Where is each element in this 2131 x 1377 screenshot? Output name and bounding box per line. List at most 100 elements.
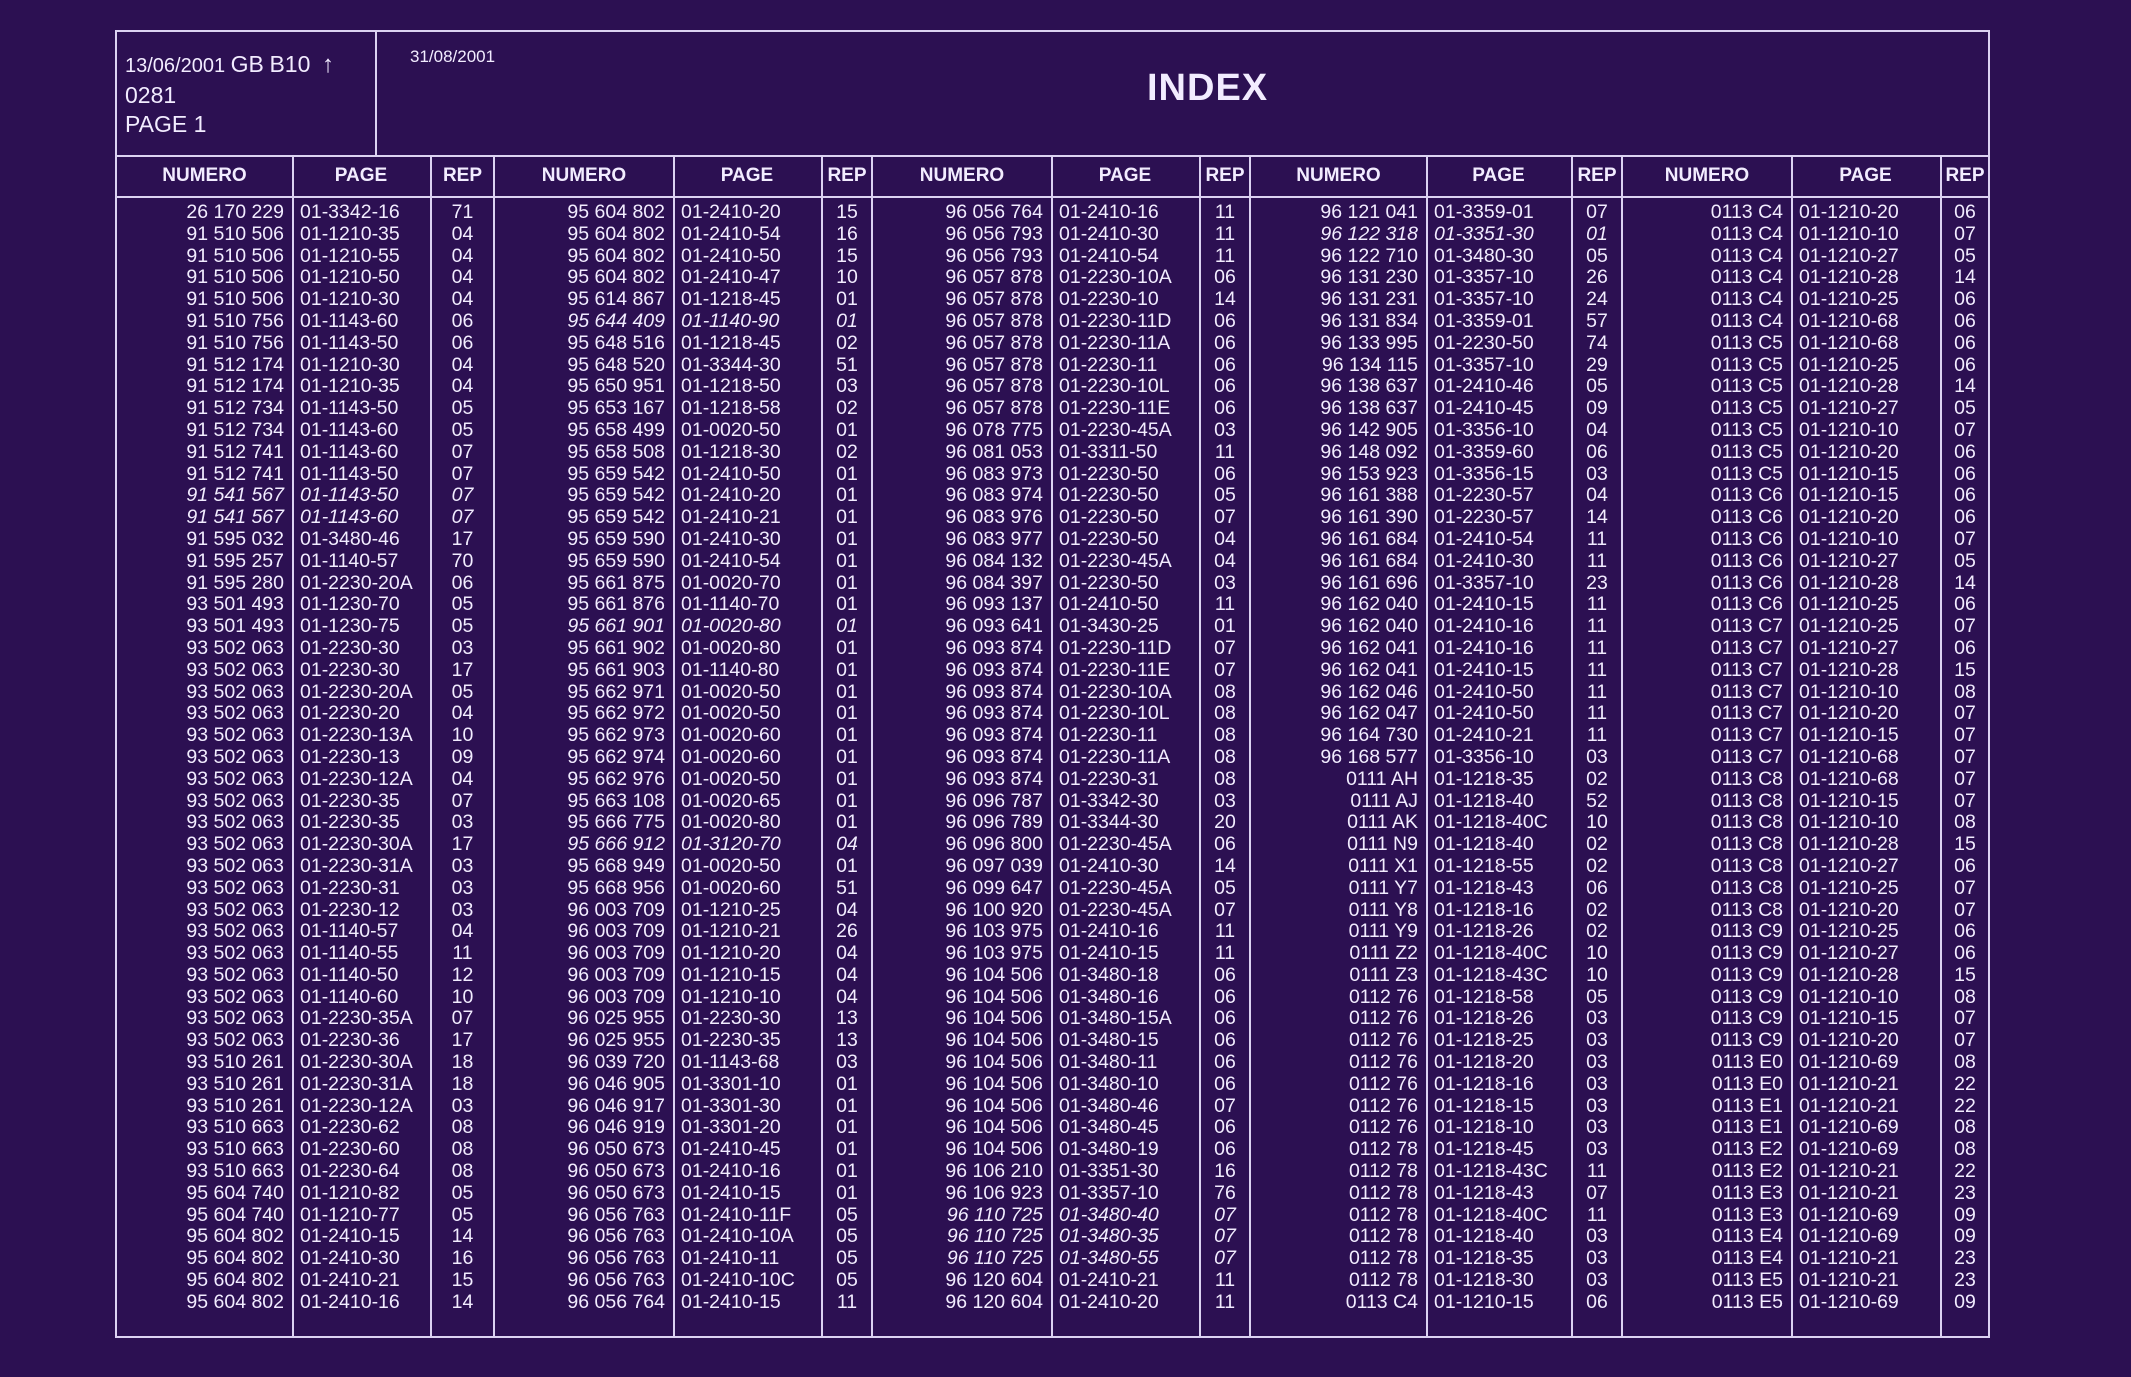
rep-cell: 06 (1214, 266, 1236, 289)
page-cell: 01-1218-26 (1434, 1007, 1534, 1030)
rep-cell: 17 (451, 527, 474, 550)
page-cell: 01-0020-65 (681, 789, 781, 812)
index-column-group: NUMERO PAGE REP 26 170 229 01-3342-16 71 91 51… (117, 155, 495, 1338)
rep-cell: 01 (836, 506, 858, 529)
numero-cell: 96 093 641 (945, 615, 1043, 638)
numero-cell: 96 142 905 (1320, 418, 1418, 441)
numero-cell: 91 510 756 (186, 331, 284, 354)
rep-cell: 01 (836, 1094, 858, 1117)
table-row: 95 659 590 01-2410-30 01 (495, 527, 871, 551)
page-cell: 01-1210-68 (1799, 745, 1899, 768)
table-row: 91 510 506 01-1210-30 04 (117, 288, 493, 311)
table-row: 93 502 063 01-2230-12A 04 (117, 768, 493, 791)
table-row: 0113 E4 01-1210-21 23 (1623, 1247, 1990, 1270)
page-cell: 01-1210-25 (1799, 593, 1899, 616)
numero-cell: 93 510 663 (186, 1138, 284, 1161)
index-sheet: 13/06/2001 GB B10 ↑ 0281 PAGE 1 31/08/20… (115, 30, 1990, 1338)
table-row: 96 084 397 01-2230-50 03 (873, 572, 1249, 595)
page-cell: 01-1218-58 (681, 397, 781, 420)
numero-cell: 96 103 975 (945, 920, 1043, 943)
page-cell: 01-2410-50 (1434, 702, 1534, 725)
numero-cell: 96 057 878 (945, 331, 1043, 354)
numero-cell: 26 170 229 (186, 201, 284, 223)
numero-cell: 96 084 132 (945, 549, 1043, 572)
page-cell: 01-3356-10 (1434, 418, 1534, 441)
table-row: 93 502 063 01-2230-12 03 (117, 898, 493, 922)
numero-cell: 96 003 709 (567, 985, 665, 1008)
table-row: 96 161 684 01-2410-30 11 (1251, 549, 1621, 573)
table-row: 96 138 637 01-2410-46 05 (1251, 376, 1621, 398)
table-row: 96 056 764 01-2410-15 11 (495, 1291, 871, 1314)
page-cell: 01-2230-30 (300, 636, 400, 659)
table-row: 95 659 542 01-2410-20 01 (495, 485, 871, 507)
table-row: 0113 C5 01-1210-10 07 (1623, 418, 1990, 442)
page-cell: 01-2230-50 (1059, 462, 1159, 485)
numero-cell: 95 604 802 (186, 1247, 284, 1270)
column-header-rep: REP (827, 165, 867, 186)
rep-cell: 08 (1214, 680, 1236, 703)
table-row: 96 162 041 01-2410-16 11 (1251, 637, 1621, 660)
page-cell: 01-1218-40C (1434, 1203, 1548, 1226)
numero-cell: 95 604 802 (186, 1269, 284, 1292)
rep-cell: 01 (836, 527, 858, 550)
rep-cell: 02 (1586, 920, 1608, 943)
numero-cell: 0113 C7 (1710, 658, 1783, 681)
numero-cell: 96 162 040 (1320, 593, 1418, 616)
numero-cell: 96 104 506 (945, 1094, 1043, 1117)
numero-cell: 96 161 684 (1320, 549, 1418, 572)
numero-cell: 96 056 764 (945, 201, 1043, 223)
table-row: 96 148 092 01-3359-60 06 (1251, 441, 1621, 464)
rep-cell: 07 (1214, 1225, 1236, 1248)
page-cell: 01-2410-10C (681, 1269, 795, 1292)
page-cell: 01-1210-77 (300, 1203, 400, 1226)
table-row: 0113 C6 01-1210-15 06 (1623, 485, 1990, 507)
table-row: 96 104 506 01-3480-10 06 (873, 1073, 1249, 1096)
table-row: 96 161 388 01-2230-57 04 (1251, 485, 1621, 507)
page-cell: 01-3480-19 (1059, 1138, 1159, 1161)
page-cell: 01-1210-15 (1799, 484, 1899, 507)
numero-cell: 95 644 409 (567, 309, 665, 332)
numero-cell: 93 510 261 (186, 1072, 284, 1095)
page-cell: 01-3480-16 (1059, 985, 1159, 1008)
numero-cell: 96 003 709 (567, 920, 665, 943)
table-row: 91 595 032 01-3480-46 17 (117, 527, 493, 551)
rep-cell: 03 (1586, 1029, 1608, 1052)
numero-cell: 96 057 878 (945, 375, 1043, 398)
numero-cell: 95 661 902 (567, 636, 665, 659)
table-row: 91 510 506 01-1210-55 04 (117, 245, 493, 268)
numero-cell: 95 661 876 (567, 593, 665, 616)
page-cell: 01-2410-21 (1434, 724, 1534, 747)
table-row: 96 131 231 01-3357-10 24 (1251, 288, 1621, 311)
numero-cell: 96 099 647 (945, 876, 1043, 899)
arrow-up-icon: ↑ (321, 51, 334, 78)
header-line-1: 13/06/2001 GB B10 ↑ (125, 50, 375, 81)
page-cell: 01-1210-28 (1799, 658, 1899, 681)
column-divider (1940, 155, 1942, 1338)
page-cell: 01-1210-10 (1799, 985, 1899, 1008)
table-row: 96 046 919 01-3301-20 01 (495, 1117, 871, 1139)
page-cell: 01-2410-50 (1059, 593, 1159, 616)
header-market: GB (230, 51, 264, 77)
rep-cell: 16 (1214, 1160, 1236, 1183)
page-cell: 01-2410-16 (1059, 201, 1159, 223)
table-row: 96 056 763 01-2410-11F 05 (495, 1204, 871, 1227)
table-row: 0112 76 01-1218-58 05 (1251, 986, 1621, 1009)
numero-cell: 0112 78 (1348, 1160, 1418, 1183)
table-row: 96 003 709 01-1210-21 26 (495, 920, 871, 943)
rep-cell: 06 (1954, 920, 1976, 943)
numero-cell: 0111 Z3 (1349, 963, 1418, 986)
numero-cell: 0113 C9 (1710, 963, 1783, 986)
column-header-page: PAGE (1472, 165, 1525, 186)
table-row: 96 106 923 01-3357-10 76 (873, 1182, 1249, 1205)
rep-cell: 15 (1954, 833, 1976, 856)
rep-cell: 03 (451, 898, 474, 921)
table-row: 95 662 976 01-0020-50 01 (495, 768, 871, 791)
numero-cell: 0112 78 (1348, 1269, 1418, 1292)
page-cell: 01-1210-28 (1799, 833, 1899, 856)
page-cell: 01-3359-01 (1434, 201, 1534, 223)
page-cell: 01-1210-10 (1799, 418, 1899, 441)
table-row: 91 512 734 01-1143-60 05 (117, 419, 493, 442)
numero-cell: 96 003 709 (567, 942, 665, 965)
rep-cell: 06 (1954, 484, 1976, 507)
numero-cell: 96 083 976 (945, 506, 1043, 529)
